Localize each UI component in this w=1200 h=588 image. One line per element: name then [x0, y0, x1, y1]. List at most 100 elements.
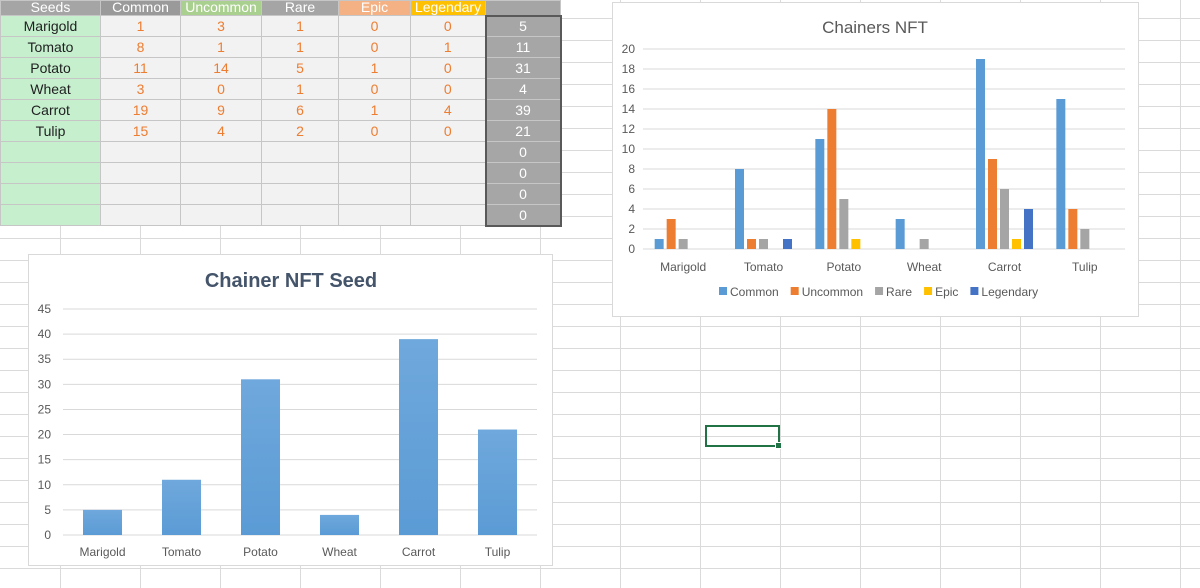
active-cell[interactable] — [705, 425, 782, 449]
seed-cell[interactable]: Carrot — [0, 99, 101, 121]
value-cell[interactable]: 3 — [100, 78, 181, 100]
bar-common-carrot[interactable] — [976, 59, 985, 249]
header-legendary[interactable]: Legendary — [410, 0, 486, 16]
bar-rare-marigold[interactable] — [678, 239, 688, 249]
bar-rare-carrot[interactable] — [1000, 189, 1009, 249]
value-cell[interactable]: 3 — [180, 15, 262, 37]
bar-common-potato[interactable] — [815, 139, 825, 249]
seed-cell[interactable]: Potato — [0, 57, 101, 79]
value-cell[interactable]: 0 — [410, 78, 486, 100]
value-cell[interactable] — [338, 204, 411, 226]
value-cell[interactable] — [180, 141, 262, 163]
value-cell[interactable] — [180, 183, 262, 205]
seed-cell[interactable]: Tulip — [0, 120, 101, 142]
value-cell[interactable]: 1 — [180, 36, 262, 58]
value-cell[interactable]: 0 — [410, 57, 486, 79]
bar-tomato[interactable] — [162, 479, 201, 535]
value-cell[interactable] — [100, 183, 181, 205]
bar-epic-carrot[interactable] — [1012, 239, 1021, 249]
value-cell[interactable] — [100, 141, 181, 163]
seed-cell[interactable] — [0, 204, 101, 226]
total-cell[interactable]: 0 — [484, 141, 562, 163]
value-cell[interactable] — [261, 162, 339, 184]
value-cell[interactable]: 1 — [338, 57, 411, 79]
bar-carrot[interactable] — [399, 339, 438, 535]
legend-label-common[interactable]: Common — [730, 285, 779, 299]
seed-cell[interactable]: Wheat — [0, 78, 101, 100]
value-cell[interactable] — [410, 162, 486, 184]
seed-cell[interactable] — [0, 162, 101, 184]
bar-rare-tomato[interactable] — [759, 239, 768, 249]
total-cell[interactable]: 21 — [484, 120, 562, 142]
bar-common-tulip[interactable] — [1056, 99, 1066, 249]
total-cell[interactable]: 39 — [484, 99, 562, 121]
value-cell[interactable] — [410, 204, 486, 226]
value-cell[interactable] — [410, 141, 486, 163]
value-cell[interactable]: 1 — [410, 36, 486, 58]
seed-cell[interactable]: Tomato — [0, 36, 101, 58]
bar-rare-tulip[interactable] — [1080, 229, 1090, 249]
bar-common-marigold[interactable] — [654, 239, 664, 249]
bar-uncommon-marigold[interactable] — [666, 219, 676, 249]
header-seeds[interactable]: Seeds — [0, 0, 101, 16]
value-cell[interactable] — [180, 162, 262, 184]
value-cell[interactable]: 0 — [338, 15, 411, 37]
value-cell[interactable]: 4 — [410, 99, 486, 121]
value-cell[interactable]: 0 — [180, 78, 262, 100]
bar-legendary-carrot[interactable] — [1024, 209, 1033, 249]
value-cell[interactable] — [338, 162, 411, 184]
bar-rare-wheat[interactable] — [919, 239, 929, 249]
value-cell[interactable]: 8 — [100, 36, 181, 58]
bar-uncommon-carrot[interactable] — [988, 159, 997, 249]
total-cell[interactable]: 0 — [484, 183, 562, 205]
value-cell[interactable] — [100, 204, 181, 226]
bar-uncommon-tomato[interactable] — [747, 239, 756, 249]
total-cell[interactable]: 0 — [484, 204, 562, 227]
value-cell[interactable] — [338, 141, 411, 163]
header-blank[interactable] — [485, 0, 561, 16]
legend-label-epic[interactable]: Epic — [935, 285, 958, 299]
value-cell[interactable]: 11 — [100, 57, 181, 79]
value-cell[interactable]: 19 — [100, 99, 181, 121]
value-cell[interactable]: 15 — [100, 120, 181, 142]
value-cell[interactable]: 0 — [338, 36, 411, 58]
bar-common-tomato[interactable] — [735, 169, 744, 249]
bar-uncommon-tulip[interactable] — [1068, 209, 1078, 249]
value-cell[interactable]: 9 — [180, 99, 262, 121]
value-cell[interactable] — [100, 162, 181, 184]
value-cell[interactable] — [338, 183, 411, 205]
value-cell[interactable]: 0 — [410, 120, 486, 142]
value-cell[interactable]: 1 — [100, 15, 181, 37]
value-cell[interactable]: 0 — [338, 78, 411, 100]
value-cell[interactable] — [261, 183, 339, 205]
value-cell[interactable]: 0 — [338, 120, 411, 142]
value-cell[interactable]: 5 — [261, 57, 339, 79]
header-uncommon[interactable]: Uncommon — [180, 0, 262, 16]
total-cell[interactable]: 0 — [484, 162, 562, 184]
value-cell[interactable] — [261, 141, 339, 163]
seed-cell[interactable] — [0, 183, 101, 205]
header-common[interactable]: Common — [100, 0, 181, 16]
total-cell[interactable]: 31 — [484, 57, 562, 79]
bar-marigold[interactable] — [83, 509, 122, 535]
total-cell[interactable]: 11 — [484, 36, 562, 58]
chainer-nft-seed-chart[interactable]: Chainer NFT Seed 0 5 10 15 20 25 30 35 40 45 Marigo… — [28, 254, 553, 566]
bar-epic-potato[interactable] — [851, 239, 861, 249]
bar-legendary-tomato[interactable] — [783, 239, 792, 249]
value-cell[interactable]: 1 — [338, 99, 411, 121]
chainers-nft-chart[interactable]: Chainers NFT 0 2 4 6 8 10 12 14 16 18 20 Marigold Tom… — [612, 2, 1139, 317]
bar-common-wheat[interactable] — [895, 219, 905, 249]
header-rare[interactable]: Rare — [261, 0, 339, 16]
value-cell[interactable] — [261, 204, 339, 226]
legend-label-uncommon[interactable]: Uncommon — [802, 285, 863, 299]
value-cell[interactable]: 1 — [261, 15, 339, 37]
seed-cell[interactable] — [0, 141, 101, 163]
total-cell[interactable]: 5 — [484, 14, 562, 37]
seed-cell[interactable]: Marigold — [0, 15, 101, 37]
header-epic[interactable]: Epic — [338, 0, 411, 16]
bar-rare-potato[interactable] — [839, 199, 849, 249]
value-cell[interactable]: 14 — [180, 57, 262, 79]
bar-wheat[interactable] — [320, 514, 359, 535]
bar-tulip[interactable] — [478, 429, 517, 535]
bar-uncommon-potato[interactable] — [827, 109, 837, 249]
